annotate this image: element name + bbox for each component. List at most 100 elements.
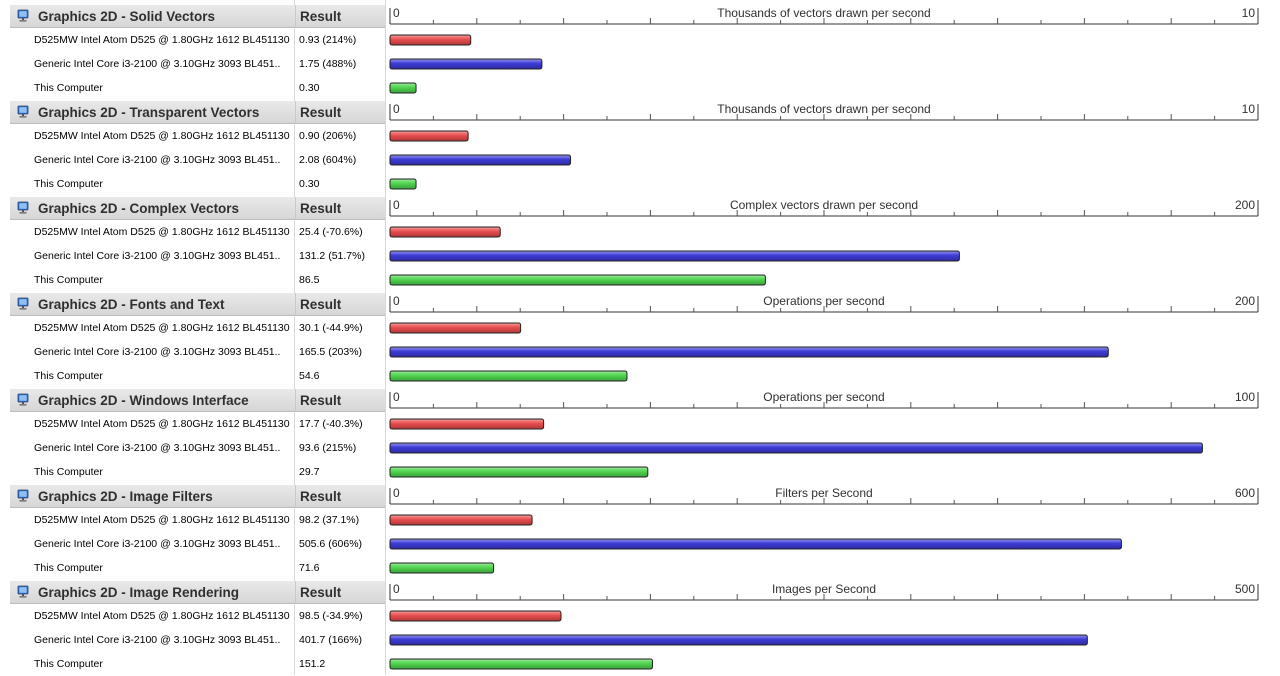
result-column-header[interactable]: Result bbox=[295, 389, 385, 412]
table-row[interactable]: D525MW Intel Atom D525 @ 1.80GHz 1612 BL… bbox=[0, 28, 385, 52]
table-row[interactable]: D525MW Intel Atom D525 @ 1.80GHz 1612 BL… bbox=[0, 124, 385, 148]
section-header[interactable]: Graphics 2D - Fonts and Text bbox=[10, 293, 295, 316]
result-bar-competitor[interactable] bbox=[389, 58, 543, 70]
table-row[interactable]: D525MW Intel Atom D525 @ 1.80GHz 1612 BL… bbox=[0, 220, 385, 244]
section-title: Graphics 2D - Windows Interface bbox=[38, 393, 249, 408]
table-row[interactable]: This Computer 151.2 bbox=[0, 652, 385, 676]
result-header-label: Result bbox=[300, 201, 342, 216]
table-row[interactable]: Generic Intel Core i3-2100 @ 3.10GHz 309… bbox=[0, 340, 385, 364]
benchmark-section: Graphics 2D - Solid Vectors Result D525MW … bbox=[0, 0, 1280, 96]
table-row[interactable]: This Computer 0.30 bbox=[0, 76, 385, 100]
axis-min-label: 0 bbox=[393, 582, 400, 596]
cpu-name: This Computer bbox=[34, 562, 103, 574]
axis-max-label: 10 bbox=[1242, 6, 1256, 20]
result-bar-this-computer[interactable] bbox=[389, 658, 653, 670]
cpu-result: 17.7 (-40.3%) bbox=[299, 418, 363, 430]
table-row[interactable]: D525MW Intel Atom D525 @ 1.80GHz 1612 BL… bbox=[0, 412, 385, 436]
axis-max-label: 100 bbox=[1235, 390, 1255, 404]
cpu-result: 98.2 (37.1%) bbox=[299, 514, 360, 526]
table-row[interactable]: This Computer 0.30 bbox=[0, 172, 385, 196]
result-header-label: Result bbox=[300, 9, 342, 24]
result-bar-competitor[interactable] bbox=[389, 442, 1203, 454]
result-bar-reference[interactable] bbox=[389, 322, 522, 334]
result-bar-reference[interactable] bbox=[389, 130, 469, 142]
table-row[interactable]: This Computer 71.6 bbox=[0, 556, 385, 580]
cpu-name: This Computer bbox=[34, 370, 103, 382]
cpu-name: D525MW Intel Atom D525 @ 1.80GHz 1612 BL… bbox=[34, 322, 290, 334]
result-column-header[interactable]: Result bbox=[295, 293, 385, 316]
cpu-result: 54.6 bbox=[299, 370, 320, 382]
result-bar-competitor[interactable] bbox=[389, 346, 1109, 358]
table-row[interactable]: Generic Intel Core i3-2100 @ 3.10GHz 309… bbox=[0, 244, 385, 268]
result-column-header[interactable]: Result bbox=[295, 5, 385, 28]
cpu-result: 29.7 bbox=[299, 466, 320, 478]
result-column-header[interactable]: Result bbox=[295, 485, 385, 508]
table-row[interactable]: D525MW Intel Atom D525 @ 1.80GHz 1612 BL… bbox=[0, 508, 385, 532]
section-chart: 0 200 Operations per second bbox=[389, 294, 1259, 382]
cpu-result: 151.2 bbox=[299, 658, 326, 670]
table-row[interactable]: D525MW Intel Atom D525 @ 1.80GHz 1612 BL… bbox=[0, 316, 385, 340]
result-header-label: Result bbox=[300, 585, 342, 600]
section-header[interactable]: Graphics 2D - Image Rendering bbox=[10, 581, 295, 604]
cpu-name: Generic Intel Core i3-2100 @ 3.10GHz 309… bbox=[34, 58, 281, 70]
section-chart: 0 10 Thousands of vectors drawn per second bbox=[389, 102, 1259, 190]
result-header-label: Result bbox=[300, 297, 342, 312]
result-bar-reference[interactable] bbox=[389, 34, 472, 46]
section-header[interactable]: Graphics 2D - Transparent Vectors bbox=[10, 101, 295, 124]
result-bar-this-computer[interactable] bbox=[389, 178, 417, 190]
cpu-result: 505.6 (606%) bbox=[299, 538, 363, 550]
cpu-name: This Computer bbox=[34, 82, 103, 94]
monitor-icon bbox=[16, 585, 30, 599]
table-row[interactable]: D525MW Intel Atom D525 @ 1.80GHz 1612 BL… bbox=[0, 604, 385, 628]
result-bar-reference[interactable] bbox=[389, 610, 562, 622]
result-bar-this-computer[interactable] bbox=[389, 466, 649, 478]
result-bar-reference[interactable] bbox=[389, 226, 501, 238]
result-column-header[interactable]: Result bbox=[295, 101, 385, 124]
axis-unit-label: Images per Second bbox=[772, 582, 876, 596]
table-row[interactable]: Generic Intel Core i3-2100 @ 3.10GHz 309… bbox=[0, 148, 385, 172]
axis-min-label: 0 bbox=[393, 102, 400, 116]
table-row[interactable]: This Computer 86.5 bbox=[0, 268, 385, 292]
cpu-result: 131.2 (51.7%) bbox=[299, 250, 365, 262]
table-row[interactable]: Generic Intel Core i3-2100 @ 3.10GHz 309… bbox=[0, 628, 385, 652]
section-title: Graphics 2D - Image Filters bbox=[38, 489, 213, 504]
monitor-icon bbox=[16, 297, 30, 311]
result-column-header[interactable]: Result bbox=[295, 581, 385, 604]
section-header[interactable]: Graphics 2D - Image Filters bbox=[10, 485, 295, 508]
axis-max-label: 200 bbox=[1235, 294, 1255, 308]
table-row[interactable]: Generic Intel Core i3-2100 @ 3.10GHz 309… bbox=[0, 52, 385, 76]
section-chart: 0 200 Complex vectors drawn per second bbox=[389, 198, 1259, 286]
cpu-result: 86.5 bbox=[299, 274, 320, 286]
section-header[interactable]: Graphics 2D - Complex Vectors bbox=[10, 197, 295, 220]
table-row[interactable]: Generic Intel Core i3-2100 @ 3.10GHz 309… bbox=[0, 436, 385, 460]
result-bar-reference[interactable] bbox=[389, 514, 533, 526]
section-header[interactable]: Graphics 2D - Solid Vectors bbox=[10, 5, 295, 28]
cpu-result: 30.1 (-44.9%) bbox=[299, 322, 363, 334]
result-column-header[interactable]: Result bbox=[295, 197, 385, 220]
result-bar-this-computer[interactable] bbox=[389, 82, 417, 94]
result-bar-this-computer[interactable] bbox=[389, 370, 628, 382]
benchmark-section: Graphics 2D - Image Filters Result D525MW … bbox=[0, 480, 1280, 576]
result-bar-this-computer[interactable] bbox=[389, 274, 766, 286]
axis-max-label: 10 bbox=[1242, 102, 1256, 116]
cpu-name: This Computer bbox=[34, 466, 103, 478]
result-bar-competitor[interactable] bbox=[389, 538, 1122, 550]
cpu-name: D525MW Intel Atom D525 @ 1.80GHz 1612 BL… bbox=[34, 610, 290, 622]
section-header[interactable]: Graphics 2D - Windows Interface bbox=[10, 389, 295, 412]
result-bar-this-computer[interactable] bbox=[389, 562, 495, 574]
result-bar-competitor[interactable] bbox=[389, 250, 960, 262]
table-row[interactable]: This Computer 29.7 bbox=[0, 460, 385, 484]
cpu-result: 0.93 (214%) bbox=[299, 34, 357, 46]
table-row[interactable]: Generic Intel Core i3-2100 @ 3.10GHz 309… bbox=[0, 532, 385, 556]
benchmark-section: Graphics 2D - Windows Interface Result D52… bbox=[0, 384, 1280, 480]
cpu-name: Generic Intel Core i3-2100 @ 3.10GHz 309… bbox=[34, 154, 281, 166]
section-chart: 0 100 Operations per second bbox=[389, 390, 1259, 478]
result-bar-competitor[interactable] bbox=[389, 154, 572, 166]
table-row[interactable]: This Computer 54.6 bbox=[0, 364, 385, 388]
benchmark-section: Graphics 2D - Complex Vectors Result D525M… bbox=[0, 192, 1280, 288]
cpu-result: 0.30 bbox=[299, 178, 320, 190]
result-bar-competitor[interactable] bbox=[389, 634, 1088, 646]
monitor-icon bbox=[16, 201, 30, 215]
result-bar-reference[interactable] bbox=[389, 418, 545, 430]
